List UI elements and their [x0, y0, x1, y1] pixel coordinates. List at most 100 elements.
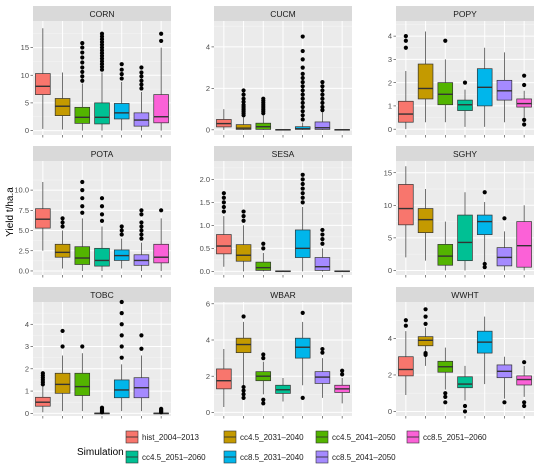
outlier-point — [462, 409, 468, 414]
box-4 — [457, 80, 473, 127]
outlier-point — [99, 204, 105, 209]
outlier-point — [462, 403, 468, 409]
outlier-point — [320, 241, 325, 246]
outlier-point — [300, 57, 305, 62]
outlier-point — [80, 60, 85, 65]
box-7 — [153, 406, 169, 415]
box-body — [398, 100, 414, 123]
y-tick-label: 0.0 — [200, 267, 210, 276]
outlier-point — [403, 323, 408, 328]
y-tick-label: 1 — [25, 387, 29, 396]
outlier-point — [300, 200, 305, 205]
outlier-point — [300, 113, 305, 118]
panel-strip — [214, 6, 352, 21]
box-body — [153, 94, 169, 124]
legend-label: hist_2004–2013 — [142, 433, 199, 442]
outlier-point — [300, 88, 305, 93]
y-tick-label: 2.5 — [19, 246, 29, 255]
outlier-point — [159, 31, 164, 36]
outlier-point — [241, 392, 246, 397]
panels-layer: CORN051015CUCM024POPY01234POTA0.02.55.07… — [14, 6, 534, 419]
box-6 — [133, 65, 150, 131]
box-body — [216, 234, 232, 255]
outlier-point — [522, 117, 527, 122]
outlier-point — [482, 190, 487, 195]
box-6 — [314, 80, 331, 130]
box-2 — [54, 328, 71, 412]
outlier-point — [300, 100, 305, 105]
outlier-point — [241, 209, 246, 214]
y-tick-label: 4 — [206, 336, 210, 345]
box-body — [74, 372, 91, 396]
outlier-point — [221, 204, 226, 210]
outlier-point — [119, 72, 124, 77]
box-7 — [153, 31, 169, 131]
box-4 — [457, 192, 473, 271]
outlier-point — [139, 82, 144, 87]
outlier-point — [119, 311, 124, 316]
outlier-point — [300, 80, 305, 85]
box-body — [516, 375, 532, 386]
outlier-point — [139, 70, 144, 75]
outlier-point — [241, 88, 246, 93]
box-4 — [94, 405, 110, 415]
box-6 — [496, 356, 513, 405]
outlier-point — [320, 88, 325, 93]
outlier-point — [159, 208, 164, 213]
outlier-point — [522, 360, 527, 365]
y-tick-label: 4 — [388, 334, 392, 343]
outlier-point — [99, 212, 105, 217]
outlier-point — [139, 220, 144, 225]
legend-label: cc8.5_2051–2060 — [423, 433, 487, 442]
box-body — [74, 106, 91, 124]
y-tick-label: 2 — [388, 371, 392, 380]
outlier-point — [300, 186, 305, 191]
outlier-point — [80, 344, 85, 349]
box-3 — [437, 38, 454, 123]
outlier-point — [300, 75, 305, 81]
panel-title: POTA — [91, 149, 114, 159]
outlier-point — [241, 388, 246, 393]
outlier-point — [159, 38, 164, 44]
outlier-point — [300, 104, 305, 110]
outlier-point — [119, 62, 124, 67]
outlier-point — [300, 96, 305, 101]
y-tick-label: 4 — [206, 43, 210, 52]
y-tick-label: 10 — [21, 71, 29, 80]
outlier-point — [119, 224, 124, 229]
box-body — [113, 379, 130, 399]
box-body — [457, 376, 473, 389]
box-2 — [235, 209, 252, 272]
outlier-point — [80, 210, 85, 215]
outlier-point — [139, 224, 144, 229]
outlier-point — [99, 218, 105, 223]
outlier-point — [139, 86, 144, 91]
panel-popy: POPY 0 1 2 3 4 — [388, 6, 534, 138]
box-5 — [476, 190, 493, 270]
box-1 — [216, 109, 232, 130]
outlier-point — [80, 41, 85, 46]
box-3 — [255, 96, 272, 130]
box-body — [74, 246, 91, 265]
y-tick-label: 2.0 — [200, 175, 210, 184]
outlier-point — [300, 48, 305, 54]
y-tick-label: 0.5 — [200, 244, 210, 253]
panel-wwht: WWHT 0 2 4 — [388, 287, 534, 419]
box-body — [35, 73, 51, 95]
box-body — [294, 229, 311, 258]
box-body — [314, 121, 331, 130]
box-body — [476, 214, 493, 235]
y-tick-label: 2 — [25, 364, 29, 373]
panel-strip — [396, 6, 534, 21]
outlier-point — [340, 372, 345, 377]
outlier-point — [60, 328, 65, 334]
box-4 — [94, 31, 110, 131]
legend-label: cc8.5_2031–2040 — [240, 453, 304, 462]
outlier-point — [241, 314, 246, 319]
outlier-point — [80, 74, 85, 79]
box-2 — [54, 216, 71, 269]
outlier-point — [502, 216, 507, 221]
outlier-point — [60, 216, 65, 221]
y-tick-label: 5 — [25, 99, 29, 108]
panel-cucm: CUCM 0 2 4 — [206, 6, 352, 138]
